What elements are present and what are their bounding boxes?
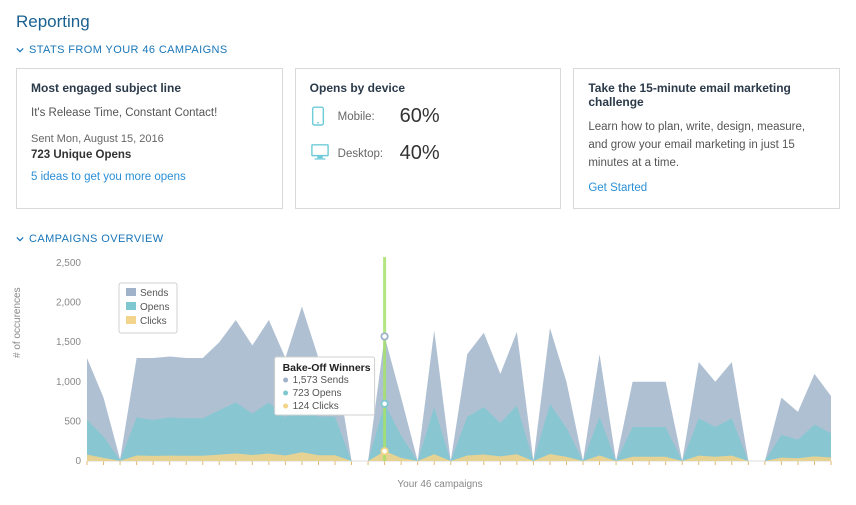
svg-text:1,500: 1,500 [56, 338, 81, 349]
device-row-desktop: Desktop: 40% [310, 142, 547, 165]
campaigns-chart: # of occurences 05001,0001,5002,0002,500… [16, 257, 840, 490]
chevron-down-icon [16, 46, 24, 54]
device-desktop-pct: 40% [400, 142, 440, 165]
section-stats-header[interactable]: STATS FROM YOUR 46 CAMPAIGNS [16, 44, 840, 56]
svg-text:124 Clicks: 124 Clicks [293, 401, 339, 412]
svg-text:2,000: 2,000 [56, 298, 81, 309]
chart-xlabel: Your 46 campaigns [40, 479, 840, 490]
chevron-down-icon [16, 235, 24, 243]
section-stats-label: STATS FROM YOUR 46 CAMPAIGNS [29, 44, 228, 56]
device-mobile-pct: 60% [400, 105, 440, 128]
engaged-opens: 723 Unique Opens [31, 149, 268, 161]
svg-text:Clicks: Clicks [140, 316, 167, 327]
svg-text:1,573 Sends: 1,573 Sends [293, 375, 349, 386]
section-overview-header[interactable]: CAMPAIGNS OVERVIEW [16, 233, 840, 245]
chart-svg: 0 500 1,000 1,500 2,000 2,500 Bake-Off Winners… [40, 257, 840, 477]
engaged-subject: It's Release Time, Constant Contact! [31, 105, 268, 123]
svg-text:1,000: 1,000 [56, 377, 81, 388]
challenge-link[interactable]: Get Started [588, 182, 647, 194]
page-title: Reporting [16, 12, 840, 32]
svg-text:723 Opens: 723 Opens [293, 388, 342, 399]
engaged-ideas-link[interactable]: 5 ideas to get you more opens [31, 171, 186, 183]
card-most-engaged: Most engaged subject line It's Release T… [16, 68, 283, 209]
device-row-mobile: Mobile: 60% [310, 105, 547, 128]
svg-text:2,500: 2,500 [56, 258, 81, 269]
card-title: Take the 15-minute email marketing chall… [588, 81, 825, 109]
svg-text:Opens: Opens [140, 302, 169, 313]
card-title: Opens by device [310, 81, 547, 95]
svg-text:0: 0 [75, 456, 81, 467]
stats-cards: Most engaged subject line It's Release T… [16, 68, 840, 209]
svg-text:Bake-Off Winners: Bake-Off Winners [283, 362, 371, 374]
mobile-icon [310, 106, 328, 128]
card-challenge: Take the 15-minute email marketing chall… [573, 68, 840, 209]
svg-text:Sends: Sends [140, 288, 168, 299]
device-mobile-label: Mobile: [338, 111, 390, 123]
card-opens-by-device: Opens by device Mobile: 60% Desktop: 40% [295, 68, 562, 209]
device-desktop-label: Desktop: [338, 148, 390, 160]
challenge-body: Learn how to plan, write, design, measur… [588, 119, 825, 172]
engaged-sent: Sent Mon, August 15, 2016 [31, 133, 268, 145]
section-overview-label: CAMPAIGNS OVERVIEW [29, 233, 164, 245]
chart-ylabel: # of occurences [12, 287, 23, 358]
svg-text:500: 500 [64, 417, 81, 428]
desktop-icon [310, 143, 328, 165]
card-title: Most engaged subject line [31, 81, 268, 95]
